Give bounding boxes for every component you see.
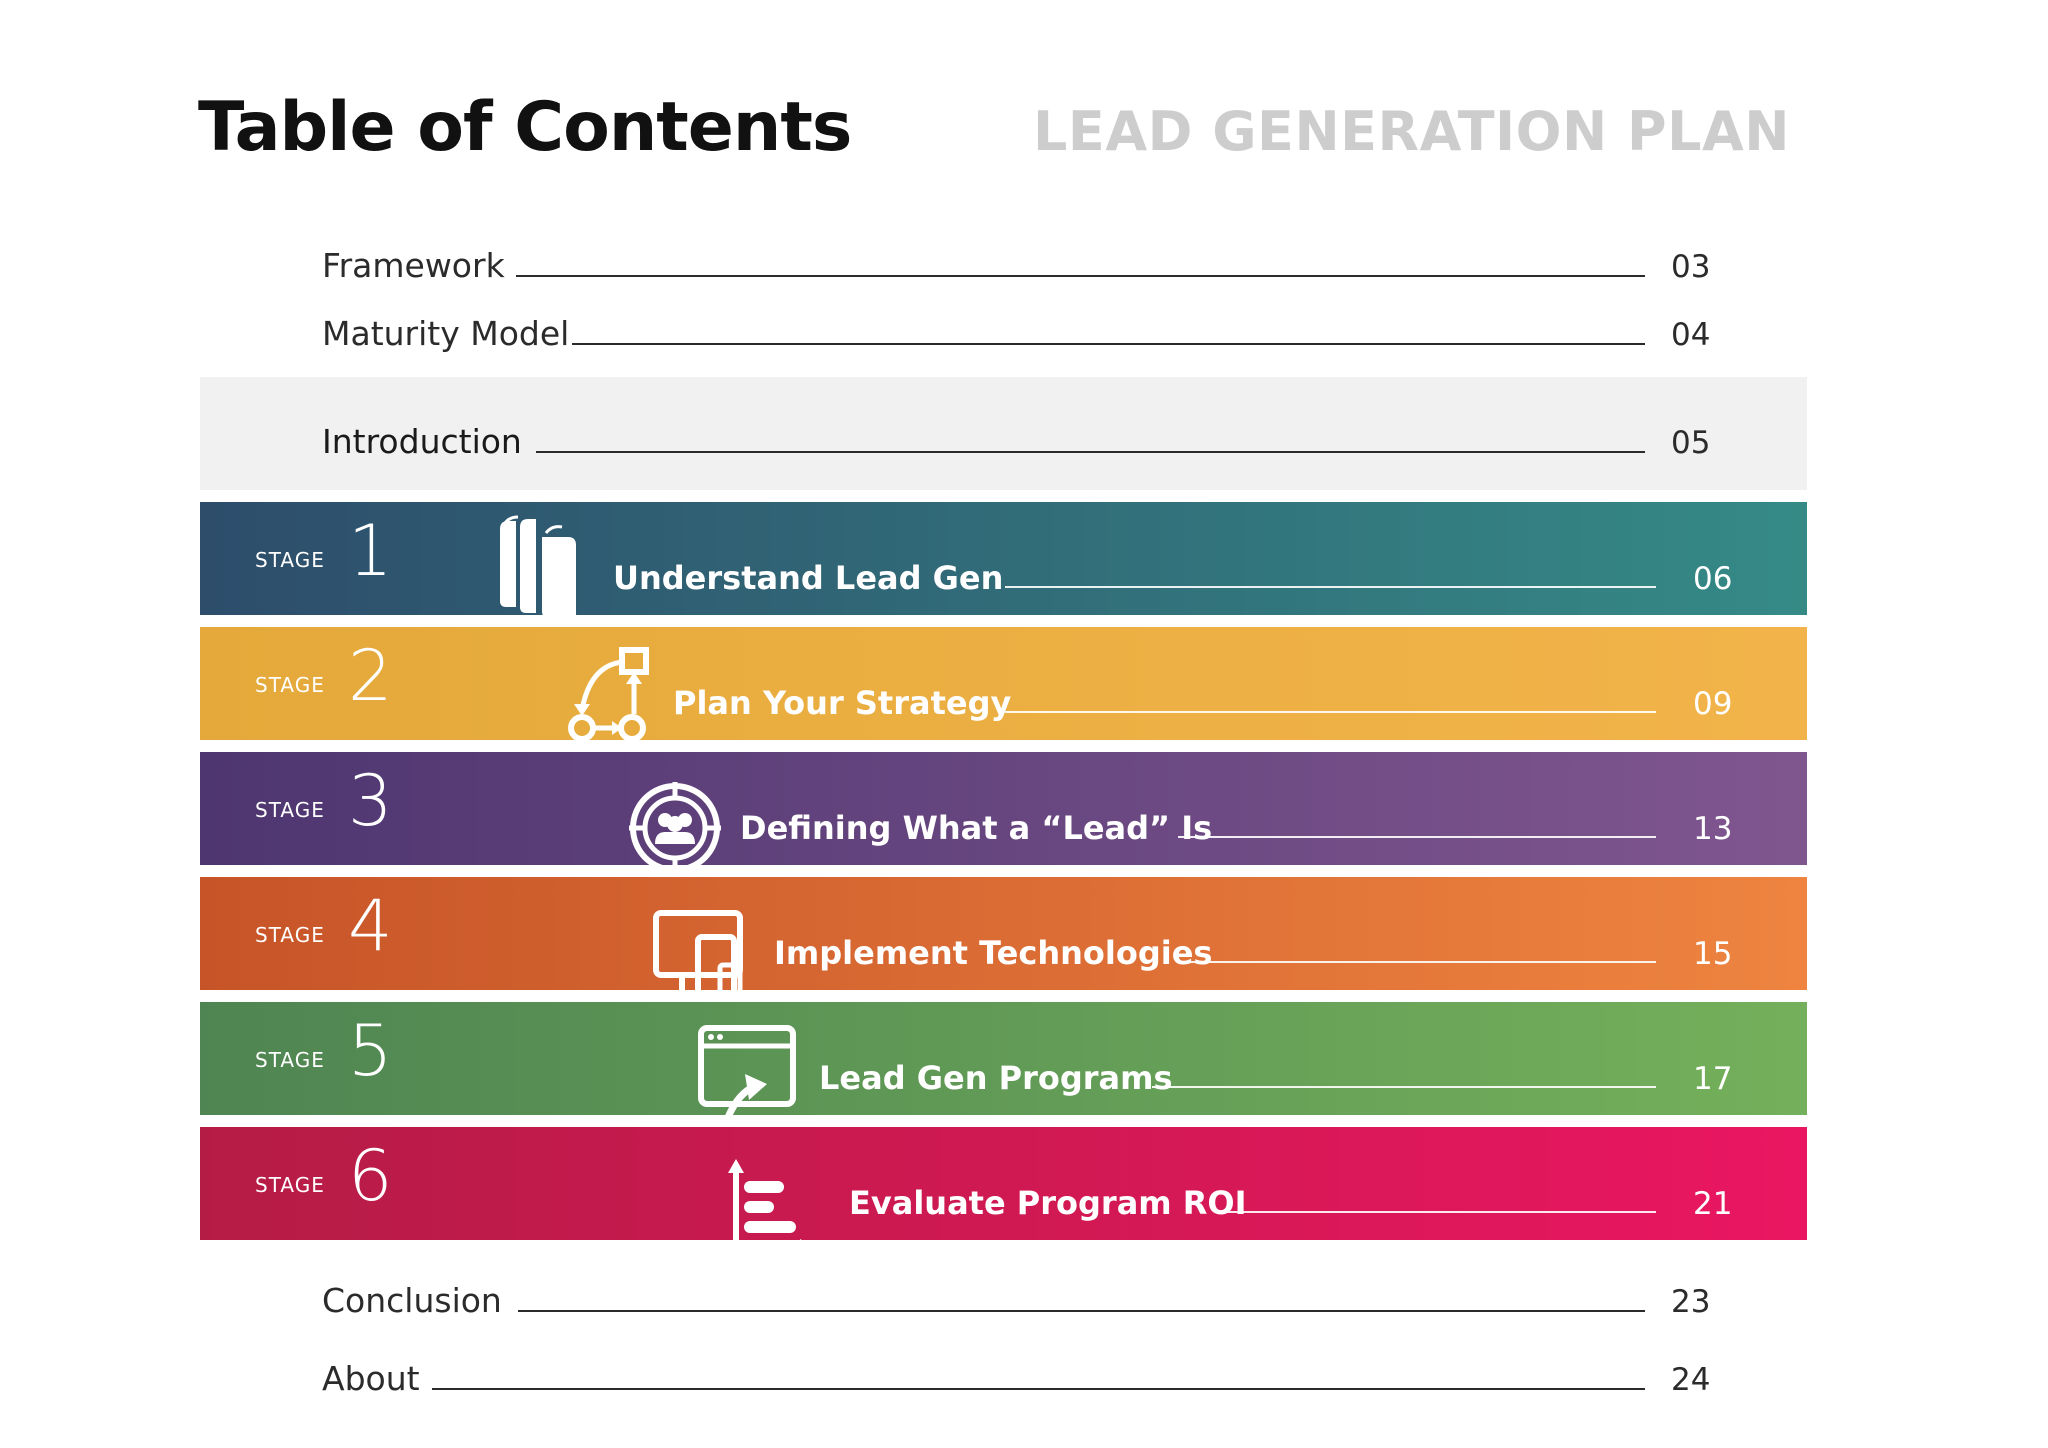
target-people-icon <box>625 774 725 865</box>
bar-chart-icon <box>720 1147 820 1240</box>
leader-line <box>536 451 1645 453</box>
stage-6-band[interactable]: STAGE 6 Evaluate Program ROI 21 <box>200 1127 1807 1240</box>
toc-page-number: 21 <box>1693 1186 1733 1222</box>
toc-page-number: 04 <box>1671 317 1711 353</box>
leader-line <box>572 343 1645 345</box>
leader-line <box>516 275 1645 277</box>
stage-number: 5 <box>348 1010 393 1092</box>
stage-5-band[interactable]: STAGE 5 Lead Gen Programs 17 <box>200 1002 1807 1115</box>
browser-arrow-icon <box>697 1016 797 1115</box>
toc-entry-label: Maturity Model <box>322 314 570 353</box>
leader-line <box>518 1310 1645 1312</box>
stage-number: 4 <box>348 885 393 967</box>
stage-word: STAGE <box>255 1048 325 1072</box>
leader-line <box>1005 711 1656 713</box>
stage-label: Defining What a “Lead” Is <box>740 809 1213 847</box>
toc-page-number: 15 <box>1693 936 1733 972</box>
document-subtitle: LEAD GENERATION PLAN <box>1033 100 1790 163</box>
toc-page-number: 17 <box>1693 1061 1733 1097</box>
stage-label: Lead Gen Programs <box>819 1059 1173 1097</box>
stage-word: STAGE <box>255 798 325 822</box>
stage-label: Evaluate Program ROI <box>849 1184 1247 1222</box>
toc-page-number: 09 <box>1693 686 1733 722</box>
strategy-flow-icon <box>560 641 660 740</box>
stage-label: Understand Lead Gen <box>613 559 1004 597</box>
leader-line <box>1152 1086 1656 1088</box>
toc-entry-framework[interactable]: Framework 03 <box>322 235 1727 295</box>
toc-page-number: 13 <box>1693 811 1733 847</box>
stage-word: STAGE <box>255 673 325 697</box>
toc-entry-label: Conclusion <box>322 1281 502 1320</box>
toc-entry-conclusion[interactable]: Conclusion 23 <box>322 1270 1727 1330</box>
toc-entry-label: Introduction <box>322 422 522 461</box>
devices-icon <box>652 901 752 990</box>
books-icon <box>490 512 590 615</box>
stage-label: Plan Your Strategy <box>673 684 1012 722</box>
toc-page-number: 05 <box>1671 425 1711 461</box>
stage-1-band[interactable]: STAGE 1 Understand Lead Gen 06 <box>200 502 1807 615</box>
stage-word: STAGE <box>255 1173 325 1197</box>
leader-line <box>432 1388 1645 1390</box>
stage-number: 6 <box>348 1135 393 1217</box>
toc-entry-label: About <box>322 1359 420 1398</box>
stage-word: STAGE <box>255 548 325 572</box>
stage-number: 1 <box>348 510 393 592</box>
toc-entry-about[interactable]: About 24 <box>322 1348 1727 1408</box>
toc-page-number: 24 <box>1671 1362 1711 1398</box>
toc-page-number: 06 <box>1693 561 1733 597</box>
stage-number: 3 <box>348 760 393 842</box>
stage-word: STAGE <box>255 923 325 947</box>
stage-3-band[interactable]: STAGE 3 Defining What a “Lead” Is 13 <box>200 752 1807 865</box>
toc-entry-label: Framework <box>322 246 505 285</box>
stage-2-band[interactable]: STAGE 2 Plan Your Strategy 09 <box>200 627 1807 740</box>
leader-line <box>1178 836 1656 838</box>
leader-line <box>1188 961 1656 963</box>
document-title: Table of Contents <box>198 88 852 167</box>
stage-number: 2 <box>348 635 393 717</box>
stage-4-band[interactable]: STAGE 4 Implement Technologies 15 <box>200 877 1807 990</box>
toc-page-number: 23 <box>1671 1284 1711 1320</box>
introduction-band <box>200 377 1807 490</box>
leader-line <box>1224 1211 1656 1213</box>
toc-page-number: 03 <box>1671 249 1711 285</box>
toc-entry-maturity-model[interactable]: Maturity Model 04 <box>322 303 1727 363</box>
toc-entry-introduction[interactable]: Introduction 05 <box>322 411 1727 471</box>
stage-label: Implement Technologies <box>774 934 1213 972</box>
leader-line <box>1005 586 1656 588</box>
